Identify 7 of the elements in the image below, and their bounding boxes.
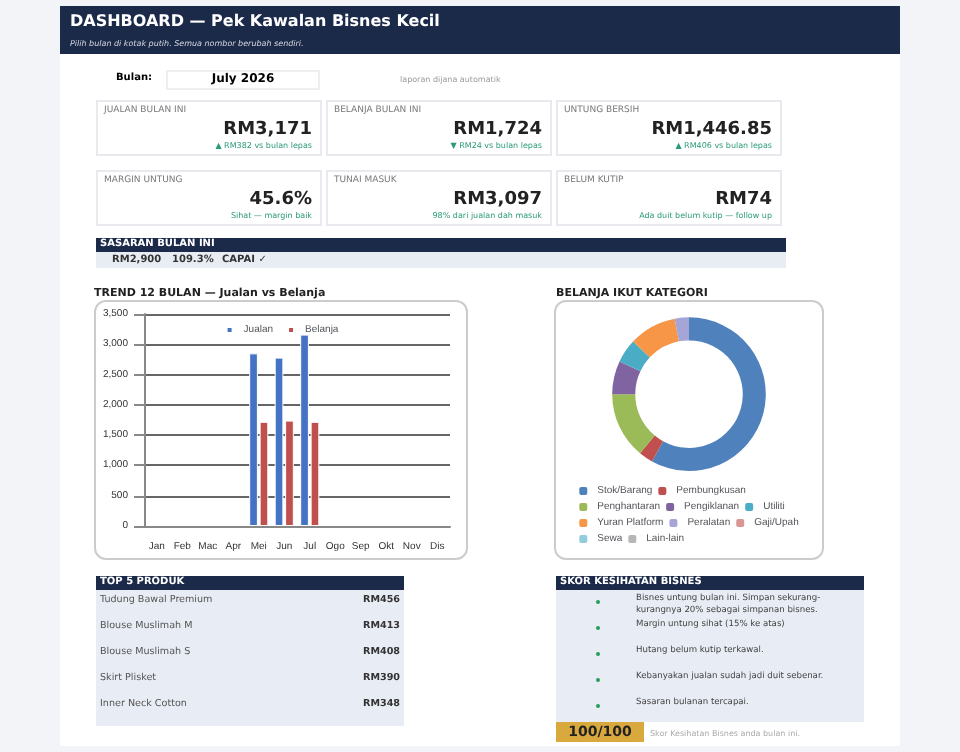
text: DASHBOARD — Pek Kawalan Bisnes Kecil	[70, 12, 440, 30]
text: RM1,446.85	[651, 120, 772, 140]
text: RM3,171	[223, 120, 312, 140]
text: RM1,724	[453, 120, 542, 140]
text: RM3,097	[453, 190, 542, 210]
text: RM74	[715, 190, 772, 210]
text: 45.6%	[249, 190, 312, 210]
